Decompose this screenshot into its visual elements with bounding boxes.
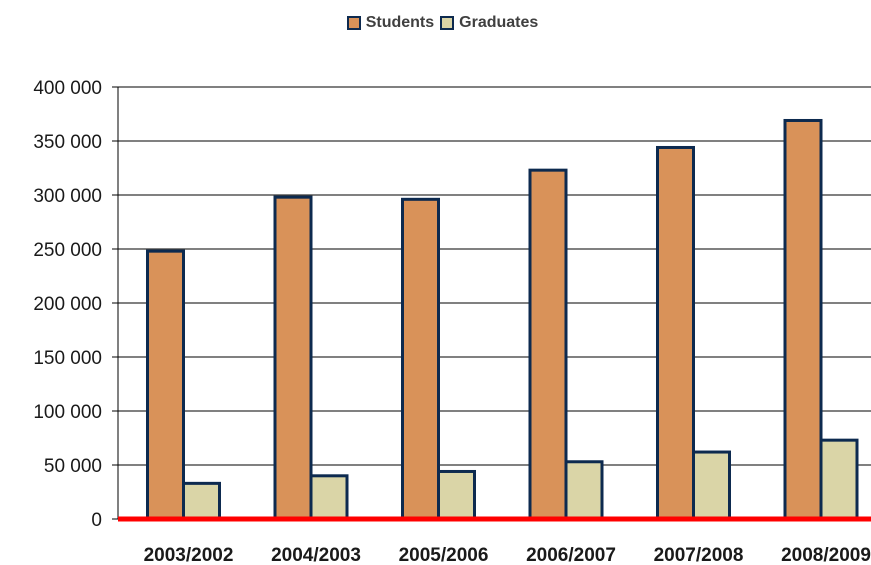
bar-graduates: [564, 460, 604, 521]
legend-swatch-students: [346, 16, 361, 30]
bar-students: [401, 197, 440, 521]
x-category-label: 2004/2003: [271, 545, 361, 565]
bar-graduates: [182, 481, 221, 521]
chart-legend: Students Graduates: [0, 14, 871, 32]
bar-students: [656, 145, 695, 521]
y-tick-label: 200 000: [33, 294, 102, 315]
legend-label-graduates: Graduates: [459, 14, 539, 31]
bar-students: [783, 118, 823, 521]
y-tick-label: 350 000: [33, 132, 102, 153]
y-tick-label: 100 000: [33, 402, 102, 423]
legend-label-students: Students: [365, 14, 435, 31]
bar-students: [273, 195, 313, 521]
y-tick-label: 50 000: [44, 456, 102, 477]
bar-graduates: [819, 438, 859, 521]
y-tick-label: 0: [91, 510, 102, 531]
legend-item-students: Students: [346, 14, 435, 32]
bar-graduates: [437, 469, 476, 521]
x-category-label: 2003/2002: [144, 545, 234, 565]
x-category-label: 2006/2007: [526, 545, 616, 565]
y-tick-label: 150 000: [33, 348, 102, 369]
x-category-label: 2008/2009: [781, 545, 871, 565]
y-tick-label: 400 000: [33, 78, 102, 99]
bar-graduates: [309, 474, 349, 521]
x-category-label: 2007/2008: [654, 545, 744, 565]
x-category-label: 2005/2006: [399, 545, 489, 565]
legend-item-graduates: Graduates: [440, 14, 538, 32]
y-tick-label: 250 000: [33, 240, 102, 261]
bar-students: [146, 249, 185, 521]
bar-graduates: [692, 450, 731, 521]
bar-students: [528, 168, 568, 521]
y-tick-label: 300 000: [33, 186, 102, 207]
legend-swatch-graduates: [440, 16, 455, 30]
